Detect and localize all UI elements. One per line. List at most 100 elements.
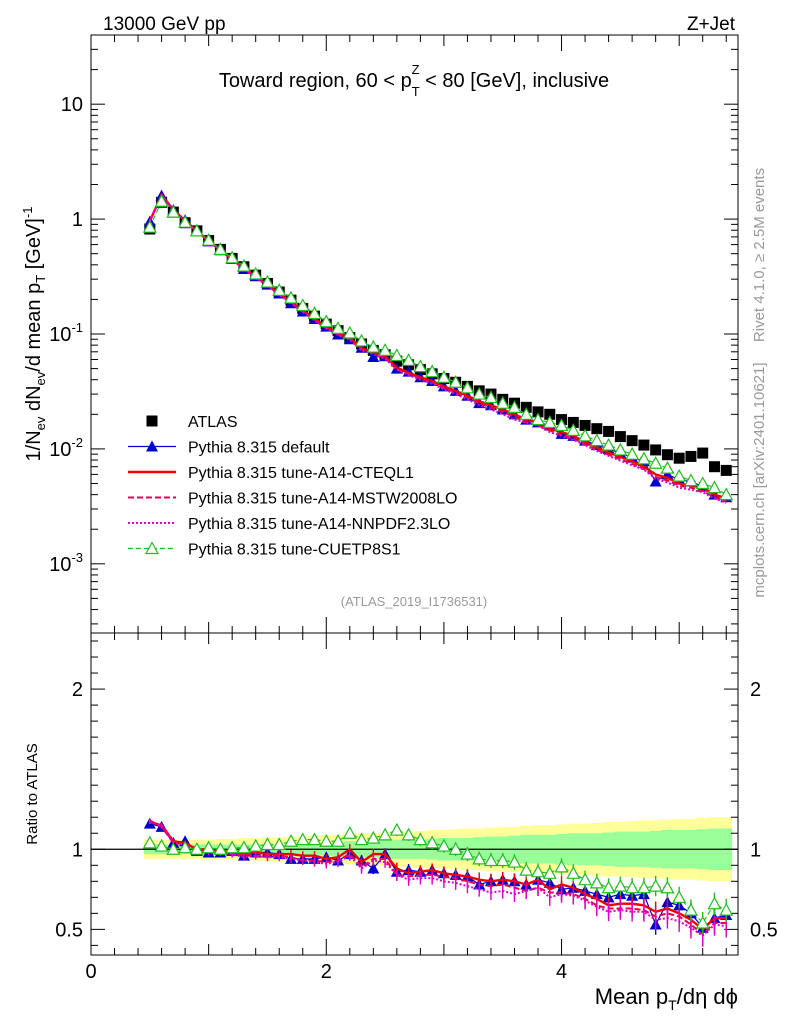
ratio-point [566,866,581,879]
x-axis-label: Mean pT/dη dϕ [595,984,738,1013]
data-point [661,449,673,461]
data-point [685,450,697,462]
ratio-line [149,821,727,938]
data-point [673,452,685,464]
data-point [307,306,322,320]
side-source: mcplots.cern.ch [arXiv:2401.10621] [751,362,768,597]
x-tick-label: 0 [85,961,96,983]
ratio-point [613,878,628,892]
data-point [579,419,591,431]
data-point [248,266,263,280]
ratio-point [189,842,204,855]
data-point [554,418,569,432]
ratio-point [331,834,346,847]
data-point [401,353,416,366]
data-point [683,473,698,487]
ratio-point [272,837,287,851]
ratio-plot-frame [90,632,739,956]
ratio-series-group [142,817,734,947]
ratio-series-4 [142,822,734,934]
data-point [154,193,169,207]
data-point [697,447,709,459]
data-point [626,435,638,447]
data-point [544,408,556,420]
legend-label: Pythia 8.315 tune-A14-CTEQL1 [188,465,414,482]
data-point [472,386,487,400]
ratio-point [660,880,675,894]
data-point [260,274,275,288]
ratio-point [142,835,157,849]
data-point [603,425,615,437]
data-point [389,348,404,362]
y-tick-label: 0.5 [55,919,83,941]
main-y-axis-label: 1/Nev dNev/d mean pT [GeV]-1 [20,207,48,462]
y-tick-label: 10-3 [49,550,83,576]
data-point [236,258,251,272]
data-point [719,487,734,501]
y-tick-label: 1 [72,839,83,861]
ratio-point [519,862,534,876]
data-point [319,314,334,328]
y-tick-label: 0.5 [750,919,778,941]
ratio-point [636,880,651,894]
x-tick-label: 4 [556,961,567,983]
ratio-point [295,832,310,846]
legend-label: ATLAS [188,414,238,431]
ratio-point [178,840,193,854]
ratio-point [236,840,251,854]
data-point [649,475,662,487]
ratio-point [248,838,263,852]
data-point [578,428,593,442]
legend-swatch-marker [144,541,160,555]
ratio-y-axis-label: Ratio to ATLAS [24,743,41,844]
ratio-point [495,853,510,867]
main-axis-ticks: 10-3 10-2 10-1 1 10 [49,34,738,633]
x-tick-label: 2 [321,961,332,983]
ratio-point [213,842,228,855]
ratio-plot-panel: 0.5 0.5 1 1 2 2 0 2 4 Ratio to ATLAS [24,632,778,983]
ratio-point [507,854,522,868]
data-point [272,283,287,296]
data-point [613,442,628,456]
series-line [149,200,727,496]
data-point [601,437,616,451]
ratio-point [413,832,428,846]
main-plot-panel: Toward region, 60 < pTZ < 80 [GeV], incl… [20,34,739,634]
ratio-point [342,825,357,839]
header-right: Z+Jet [687,14,736,35]
data-point [708,461,720,473]
ratio-axis-ticks: 0.5 0.5 1 1 2 2 0 2 4 [55,633,778,983]
data-point [507,400,522,413]
legend-label: Pythia 8.315 tune-A14-NNPDF2.3LO [188,516,450,533]
ratio-line [149,819,727,936]
ratio-point [472,851,487,865]
data-point [660,460,675,474]
ratio-point [448,842,463,855]
ratio-point [436,838,451,852]
ratio-point [554,859,569,873]
data-point [391,355,403,367]
data-point [425,364,440,378]
data-point [638,439,650,451]
data-point [567,416,579,428]
y-tick-label: 1 [72,209,83,231]
data-point [532,406,544,418]
ratio-point [260,837,275,851]
series-5 [142,193,734,501]
ratio-point [366,830,381,844]
data-point [672,468,687,482]
data-point [342,325,357,339]
data-point [283,290,298,304]
ratio-point [425,835,440,849]
side-version: Rivet 4.1.0, ≥ 2.5M events [751,168,768,342]
legend-label: Pythia 8.315 default [188,440,330,457]
data-point [614,431,626,443]
series-4 [148,193,727,504]
data-point [591,423,603,435]
data-point [650,444,662,456]
ratio-point [672,890,687,903]
data-point [566,423,581,436]
ratio-point [601,880,616,894]
y-tick-label: 10-1 [49,320,83,346]
